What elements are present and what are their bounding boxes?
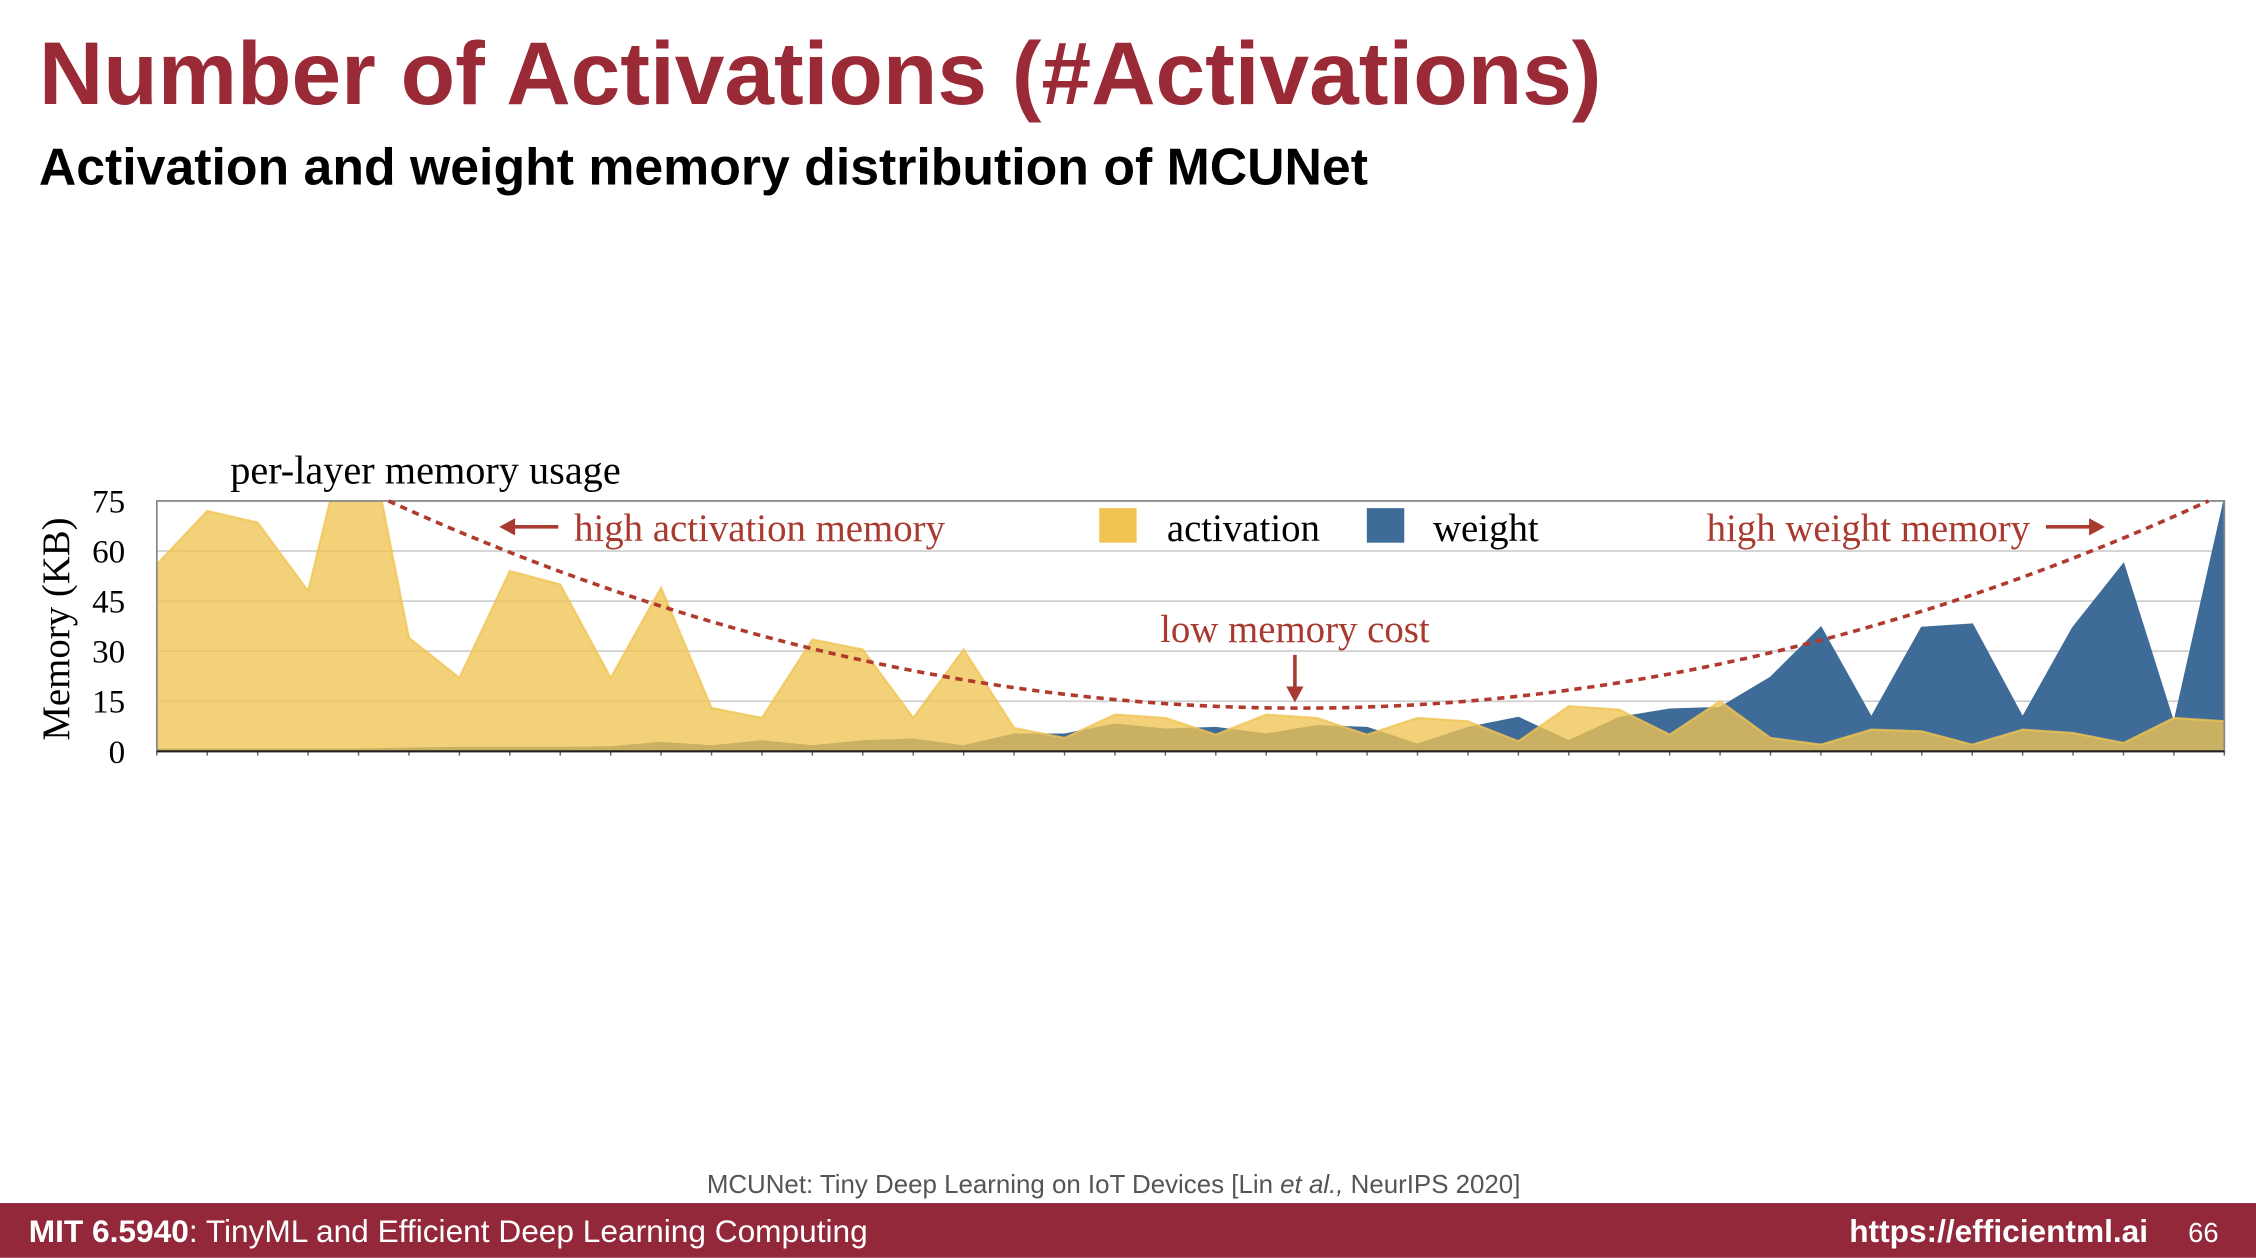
legend-label: weight <box>1433 507 1539 550</box>
area-fill <box>156 500 2225 752</box>
area-fill <box>156 500 2225 752</box>
arrow-head <box>1286 686 1304 703</box>
annotation: high activation memory <box>574 507 946 550</box>
slide-title: Number of Activations (#Activations) <box>39 23 1602 123</box>
plot-area <box>156 500 2225 752</box>
legend-swatch <box>1366 508 1405 543</box>
course-name: : TinyML and Efficient Deep Learning Com… <box>189 1213 868 1249</box>
chart-title: per-layer memory usage <box>230 448 621 493</box>
citation-part: NeurIPS 2020] <box>1343 1171 1520 1199</box>
course-code: MIT 6.5940 <box>29 1213 189 1249</box>
y-tick-label: 15 <box>92 685 125 721</box>
citation: MCUNet: Tiny Deep Learning on IoT Device… <box>707 1171 1521 1199</box>
area-edge <box>156 500 2225 746</box>
footer-url[interactable]: https://efficientml.ai <box>1849 1213 2148 1249</box>
annotation: high weight memory <box>1707 507 2031 550</box>
page-number: 66 <box>2188 1217 2218 1248</box>
trend-curve <box>387 499 2210 710</box>
y-axis-label: Memory (KB) <box>35 517 78 740</box>
footer-course: MIT 6.5940: TinyML and Efficient Deep Le… <box>29 1213 868 1249</box>
y-tick-label: 0 <box>109 735 126 771</box>
arrow-head <box>2089 518 2105 536</box>
y-tick-label: 75 <box>92 484 125 520</box>
y-tick-label: 30 <box>92 635 125 671</box>
annotation: low memory cost <box>1160 608 1430 651</box>
legend-label: activation <box>1167 507 1320 550</box>
y-tick-label: 45 <box>92 585 125 621</box>
citation-part: et al., <box>1280 1171 1343 1199</box>
footer-bar <box>0 1203 2256 1258</box>
citation-part: MCUNet: Tiny Deep Learning on IoT Device… <box>707 1171 1280 1199</box>
arrow-head <box>499 518 516 536</box>
slide-subtitle: Activation and weight memory distributio… <box>39 137 1368 195</box>
legend-swatch <box>1099 508 1137 543</box>
y-tick-label: 60 <box>92 535 125 571</box>
